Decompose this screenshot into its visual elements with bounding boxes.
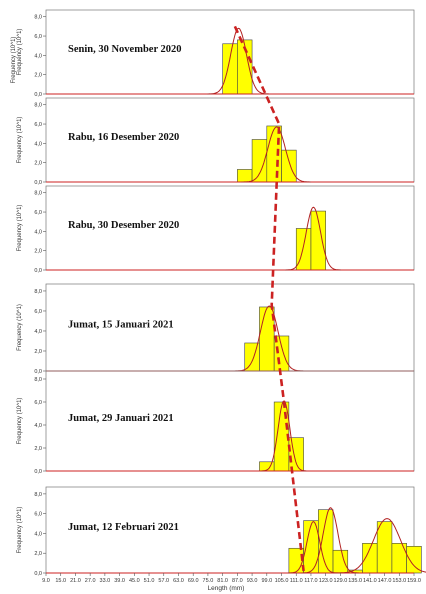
x-tick-label: 105.0 [275, 578, 289, 584]
y-tick-label: 2,0 [34, 73, 42, 79]
y-tick-label: 2,0 [34, 349, 42, 355]
y-tick-label: 2,0 [34, 551, 42, 557]
histogram-bar [406, 545, 422, 574]
histogram-bar [266, 125, 282, 183]
fit-curve [333, 518, 426, 574]
x-tick-label: 129.0 [334, 578, 348, 584]
fit-curve [287, 521, 338, 574]
y-tick-label: 8,0 [34, 289, 42, 295]
y-tick-label: 2,0 [34, 161, 42, 167]
x-axis-label: Length (mm) [208, 585, 245, 592]
y-tick-label: 6,0 [34, 210, 42, 216]
panel-y-axis-label: Frequency (10^1) [17, 398, 23, 445]
y-tick-label: 2,0 [34, 249, 42, 255]
panel-title: Jumat, 15 Januari 2021 [68, 320, 174, 331]
y-tick-label: 0,0 [34, 369, 42, 375]
x-tick-label: 87.0 [232, 578, 243, 584]
x-tick-label: 27.0 [85, 578, 96, 584]
histogram-bar [288, 437, 304, 472]
x-tick-label: 69.0 [188, 578, 199, 584]
y-tick-label: 0,0 [34, 268, 42, 274]
histogram-bar [273, 401, 290, 472]
panel-title: Jumat, 29 Januari 2021 [68, 413, 174, 424]
y-tick-label: 8,0 [34, 492, 42, 498]
y-tick-label: 4,0 [34, 531, 42, 537]
histogram-bar [332, 549, 349, 574]
histogram-bar [281, 149, 297, 183]
panel-y-axis-label: Frequency (10^1) [17, 117, 23, 164]
fit-curve [241, 126, 311, 183]
x-tick-label: 111.0 [290, 578, 303, 584]
x-tick-label: 57.0 [158, 578, 169, 584]
y-tick-label: 6,0 [34, 122, 42, 128]
x-tick-label: 33.0 [100, 578, 111, 584]
panel-title: Jumat, 12 Februari 2021 [68, 522, 179, 533]
x-tick-label: 99.0 [261, 578, 272, 584]
fit-curve [233, 305, 304, 372]
y-tick-label: 4,0 [34, 423, 42, 429]
y-tick-label: 8,0 [34, 103, 42, 109]
y-tick-label: 0,0 [34, 92, 42, 98]
x-tick-label: 117.0 [304, 578, 317, 584]
y-tick-label: 4,0 [34, 229, 42, 235]
x-tick-label: 147.0 [378, 578, 392, 584]
x-tick-label: 21.0 [70, 578, 81, 584]
fit-curve [301, 507, 360, 574]
panel-title: Senin, 30 November 2020 [68, 44, 182, 55]
y-tick-label: 0,0 [34, 180, 42, 186]
y-tick-label: 4,0 [34, 141, 42, 147]
panel-title: Rabu, 16 Desember 2020 [68, 132, 179, 143]
histogram-bar [376, 521, 393, 574]
y-tick-label: 6,0 [34, 512, 42, 518]
x-tick-label: 15.0 [55, 578, 66, 584]
panel-y-axis-label: Frequency (10^1) [17, 29, 23, 76]
y-tick-label: 8,0 [34, 191, 42, 197]
y-tick-label: 4,0 [34, 329, 42, 335]
x-tick-label: 45.0 [129, 578, 140, 584]
y-tick-label: 4,0 [34, 53, 42, 59]
y-tick-label: 6,0 [34, 309, 42, 315]
x-tick-label: 93.0 [247, 578, 258, 584]
y-tick-label: 2,0 [34, 446, 42, 452]
x-tick-label: 81.0 [217, 578, 228, 584]
y-axis-label: Frequency (10^1) [11, 37, 17, 84]
x-tick-label: 39.0 [114, 578, 125, 584]
x-tick-label: 63.0 [173, 578, 184, 584]
panel-y-axis-label: Frequency (10^1) [17, 507, 23, 554]
y-tick-label: 8,0 [34, 377, 42, 383]
y-tick-label: 0,0 [34, 469, 42, 475]
x-tick-label: 159.0 [407, 578, 421, 584]
panel-y-axis-label: Frequency (10^1) [17, 205, 23, 252]
histogram-bar [391, 543, 407, 574]
y-tick-label: 0,0 [34, 571, 42, 577]
y-tick-label: 6,0 [34, 400, 42, 406]
x-tick-label: 51.0 [144, 578, 155, 584]
x-tick-label: 153.0 [392, 578, 406, 584]
x-tick-label: 141.0 [363, 578, 377, 584]
x-tick-label: 75.0 [203, 578, 214, 584]
histogram-bar [222, 43, 238, 95]
trend-line [233, 25, 305, 572]
y-tick-label: 8,0 [34, 15, 42, 21]
panel-y-axis-label: Frequency (10^1) [17, 304, 23, 351]
x-tick-label: 9.0 [42, 578, 50, 584]
x-tick-label: 123.0 [319, 578, 333, 584]
histogram-bar [237, 169, 253, 183]
fit-curve [207, 27, 270, 95]
y-tick-label: 6,0 [34, 34, 42, 40]
x-tick-label: 135.0 [348, 578, 362, 584]
panel-title: Rabu, 30 Desember 2020 [68, 220, 179, 231]
fit-curve [285, 206, 341, 271]
